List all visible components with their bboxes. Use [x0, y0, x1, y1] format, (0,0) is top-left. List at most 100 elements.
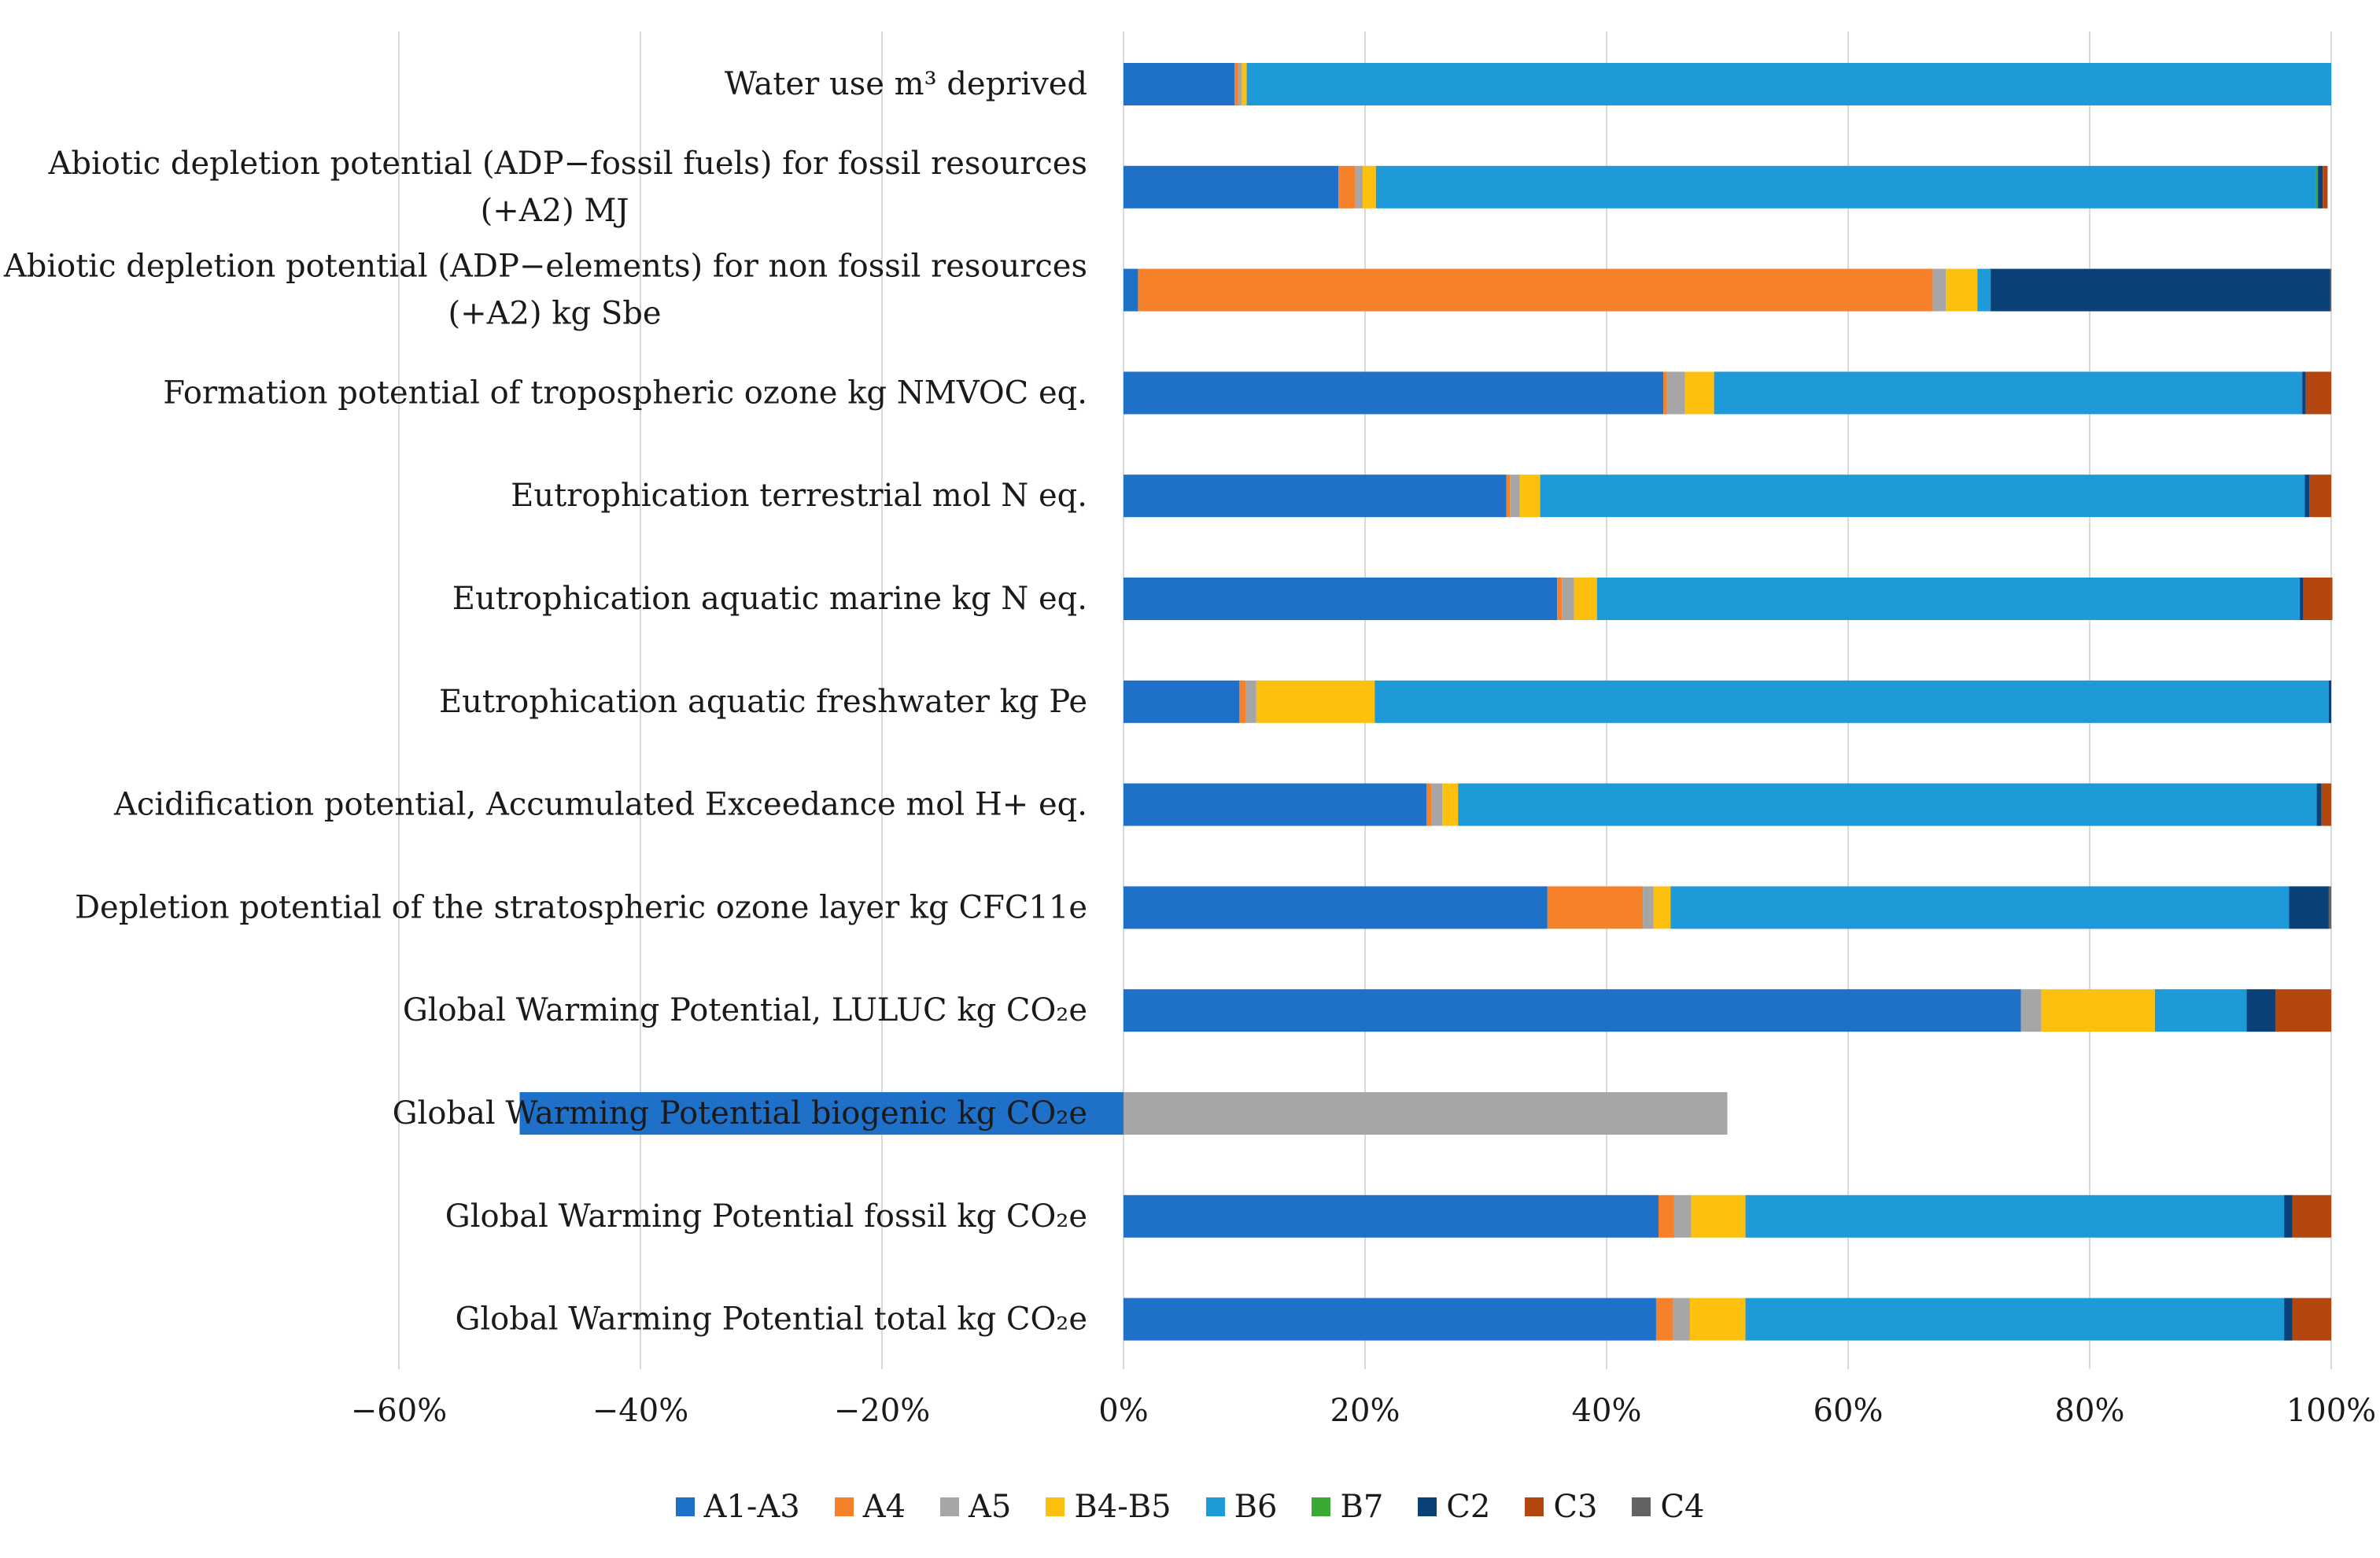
x-axis-ticks: −60% −40% −20% 0% 20% 40% 60% 80% 100% — [351, 1393, 2376, 1429]
bar-segment-c3 — [2292, 1194, 2331, 1238]
bar-segment-b4-b5 — [1519, 474, 1541, 518]
bar-segment-c3 — [2305, 371, 2331, 415]
category-label: (+A2) MJ — [481, 193, 629, 229]
category-label: Eutrophication terrestrial mol N eq. — [511, 478, 1087, 514]
bar-segment-b6 — [1977, 268, 1991, 312]
bar-segment-a4 — [1138, 268, 1933, 312]
bar-segment-b7 — [2315, 165, 2319, 209]
bar-segment-c4 — [2330, 268, 2331, 312]
legend-swatch — [1418, 1497, 1437, 1516]
x-tick-label: −60% — [351, 1393, 447, 1429]
bar-segment-b6 — [1246, 63, 2331, 105]
bar-segment-a4 — [1239, 680, 1246, 723]
legend-label: C4 — [1660, 1489, 1705, 1525]
bar-segment-a1-a3 — [1124, 680, 1240, 723]
legend-swatch — [675, 1497, 695, 1516]
legend-item: A4 — [834, 1489, 906, 1525]
bar-segment-c2 — [2284, 1298, 2293, 1341]
legend-swatch — [1312, 1497, 1331, 1516]
bar-segment-b4-b5 — [1689, 1298, 1746, 1341]
bar-segment-c2 — [1991, 268, 2330, 312]
bar-segment-b4-b5 — [1691, 1194, 1746, 1238]
category-label: (+A2) kg Sbe — [448, 296, 661, 332]
bar-segment-c3 — [2303, 578, 2333, 620]
bar-segment-a1-a3 — [1124, 63, 1235, 105]
bar-segment-a5 — [1355, 165, 1363, 209]
bar-segment-c2 — [2328, 680, 2331, 723]
bar-segment-a5 — [2020, 989, 2042, 1032]
category-label: Global Warming Potential total kg CO₂e — [455, 1301, 1087, 1338]
bar-segment-a5 — [1673, 1298, 1690, 1341]
legend-item: B4-B5 — [1046, 1489, 1172, 1525]
legend-label: A5 — [969, 1489, 1012, 1525]
bar-segment-a5 — [1666, 371, 1685, 415]
legend-swatch — [1525, 1497, 1544, 1516]
bar-segment-c3 — [2321, 783, 2331, 826]
legend-item: C3 — [1525, 1489, 1597, 1525]
category-label: Formation potential of tropospheric ozon… — [163, 375, 1087, 411]
bar-segment-a5 — [1643, 886, 1654, 929]
bar-segment-b6 — [1375, 165, 2316, 209]
legend-swatch — [940, 1497, 960, 1516]
bar-segment-b4-b5 — [1684, 371, 1714, 415]
x-tick-label: −20% — [834, 1393, 930, 1429]
legend-swatch — [1046, 1497, 1065, 1516]
category-label: Eutrophication aquatic freshwater kg Pe — [439, 684, 1087, 720]
bar-segment-a5 — [1245, 680, 1256, 723]
bar-segment-c2 — [2318, 165, 2323, 209]
category-label: Abiotic depletion potential (ADP−fossil … — [47, 146, 1087, 182]
bar-segment-c2 — [2246, 989, 2276, 1032]
category-label: Global Warming Potential, LULUC kg CO₂e — [403, 992, 1087, 1028]
bar-segment-b4-b5 — [1653, 886, 1671, 929]
bar-segment-a1-a3 — [1124, 578, 1558, 620]
legend-label: C3 — [1553, 1489, 1598, 1525]
category-label: Global Warming Potential fossil kg CO₂e — [445, 1198, 1087, 1235]
bar-segment-c2 — [2284, 1194, 2293, 1238]
bar-segment-c3 — [2292, 1298, 2331, 1341]
legend-item: A5 — [940, 1489, 1011, 1525]
bar-segment-a1-a3 — [1124, 268, 1138, 312]
legend-item: B7 — [1312, 1489, 1383, 1525]
bar-segment-a4 — [1663, 371, 1667, 415]
legend-swatch — [834, 1497, 854, 1516]
bar-segment-a1-a3 — [1124, 474, 1507, 518]
x-tick-label: 20% — [1330, 1393, 1400, 1429]
legend-label: B6 — [1234, 1489, 1278, 1525]
bar-segment-b6 — [2154, 989, 2247, 1032]
bar-segment-a1-a3 — [1124, 886, 1548, 929]
bar-segment-a5 — [1238, 63, 1242, 105]
bar-segment-c2 — [2300, 578, 2304, 620]
x-tick-label: 80% — [2055, 1393, 2125, 1429]
bar-segment-a1-a3 — [1124, 989, 2021, 1032]
bar-segment-a5 — [1562, 578, 1574, 620]
bar-segment-b4-b5 — [1442, 783, 1459, 826]
bar-segment-a4 — [1655, 1298, 1673, 1341]
bar-segment-a5 — [1124, 1092, 1728, 1135]
bar-segment-a4 — [1547, 886, 1644, 929]
bar-segment-b4-b5 — [1946, 268, 1978, 312]
bar-segment-c2 — [2289, 886, 2329, 929]
bar-segment-b6 — [1374, 680, 2329, 723]
legend-label: A4 — [862, 1489, 906, 1525]
category-label: Acidification potential, Accumulated Exc… — [113, 787, 1087, 823]
legend-swatch — [1632, 1497, 1651, 1516]
legend: A1-A3 A4 A5 B4-B5 B6 B7 C2 C3 C4 — [0, 1479, 2380, 1534]
bar-segment-a4 — [1234, 63, 1238, 105]
legend-item: B6 — [1205, 1489, 1278, 1525]
bar-segment-a1-a3 — [519, 1092, 1124, 1135]
legend-label: B4-B5 — [1074, 1489, 1172, 1525]
bar-segment-a4 — [1506, 474, 1511, 518]
x-tick-label: −40% — [592, 1393, 688, 1429]
legend-swatch — [1205, 1497, 1225, 1516]
bar-segment-c2 — [2316, 783, 2322, 826]
bar-segment-b4-b5 — [1256, 680, 1375, 723]
bar-segment-c3 — [2275, 989, 2331, 1032]
category-labels: Water use m³ deprived Abiotic depletion p… — [3, 66, 1087, 1338]
category-label: Global Warming Potential biogenic kg CO₂… — [393, 1095, 1087, 1132]
legend-label: C2 — [1446, 1489, 1491, 1525]
bar-segment-b6 — [1714, 371, 2303, 415]
bar-segment-a5 — [1431, 783, 1443, 826]
legend-item: A1-A3 — [675, 1489, 800, 1525]
x-tick-label: 40% — [1572, 1393, 1642, 1429]
